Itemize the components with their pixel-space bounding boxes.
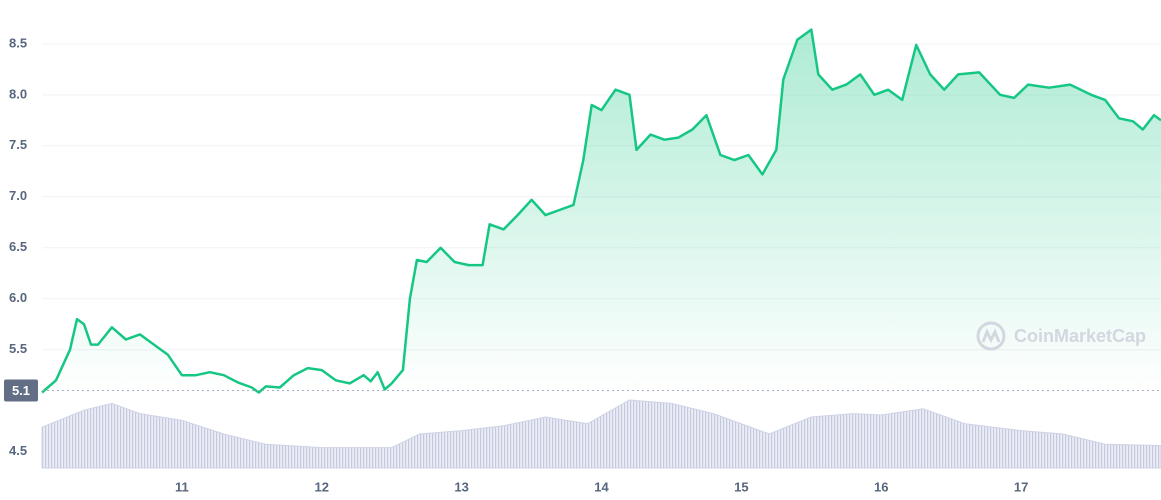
y-tick-label: 8.5: [9, 35, 27, 50]
x-tick-label: 15: [734, 479, 748, 494]
y-tick-label: 6.5: [9, 239, 27, 254]
price-line: [41, 28, 1161, 394]
x-tick-label: 12: [315, 479, 329, 494]
volume-area: [41, 399, 1161, 469]
x-tick-label: 13: [454, 479, 468, 494]
x-tick-label: 17: [1014, 479, 1028, 494]
y-tick-label: 4.5: [9, 443, 27, 458]
y-tick-label: 7.0: [9, 188, 27, 203]
area-fill: [42, 29, 1161, 393]
y-tick-label: 8.0: [9, 86, 27, 101]
reference-badge: [4, 379, 38, 402]
watermark: [976, 321, 1006, 351]
watermark-text: CoinMarketCap: [1014, 326, 1146, 346]
x-tick-label: 11: [175, 479, 189, 494]
y-tick-label: 6.0: [9, 290, 27, 305]
x-tick-label: 14: [594, 479, 609, 494]
y-tick-label: 5.5: [9, 341, 27, 356]
reference-label: 5.1: [12, 383, 30, 398]
x-tick-label: 16: [874, 479, 888, 494]
y-tick-label: 7.5: [9, 137, 27, 152]
